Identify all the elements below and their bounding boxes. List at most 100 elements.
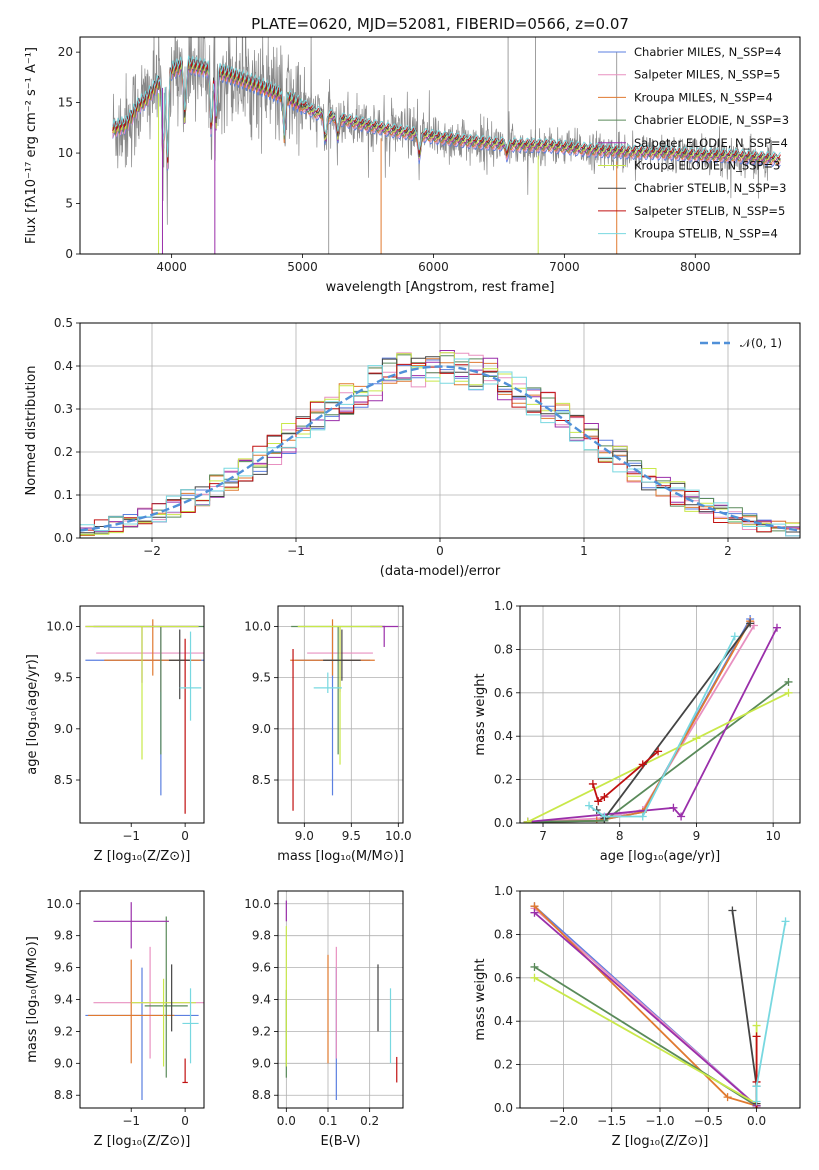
panel-spectrum: 4000 5000 6000 7000 8000 0 5 10 15 20 wavelength […: [24, 36, 801, 295]
mass-weight-marker: [530, 908, 539, 917]
errorbar-point: [179, 631, 202, 721]
errorbar-point: [291, 625, 386, 755]
y-tick-label: 9.4: [252, 993, 271, 1007]
panel-residuals: −2 −1 0 1 2 0.0 0.1 0.2 0.3 0.4 0.5 (data-model)/er…: [24, 316, 801, 579]
errorbar-point: [144, 916, 188, 1078]
legend-entry: Chabrier STELIB, N_SSP=3: [634, 181, 786, 195]
mass-weight-marker: [746, 619, 755, 628]
mass-weight-line-chabrier-stelib: [731, 910, 758, 1104]
x-tick-label: 8000: [680, 260, 711, 274]
errorbar-point: [85, 967, 199, 1101]
x-tick-label: 0.0: [747, 1114, 766, 1128]
x-tick-label: 9: [693, 829, 701, 843]
x-tick-label: 2: [724, 544, 732, 558]
mass-weight-marker: [638, 760, 647, 769]
plot-area: [285, 900, 398, 1101]
x-tick-label: 9.0: [295, 829, 314, 843]
mass-weight-line-salpeter-elodie: [533, 912, 758, 1107]
x-tick-label: 10.0: [385, 829, 412, 843]
y-tick-label: 0.4: [494, 1014, 513, 1028]
mass-weight-marker: [594, 797, 603, 806]
panel-age_vs_mass: 9.0 9.5 10.0 8.5 9.0 9.5 10.0 mass [log₁₀(M/M⊙)…: [244, 605, 412, 864]
y-axis-label: Flux [fλ10⁻¹⁷ erg cm⁻² s⁻¹ A⁻¹]: [24, 47, 39, 244]
plot-area: [80, 350, 800, 537]
y-tick-label: 0.8: [494, 642, 513, 656]
y-tick-label: 0.8: [494, 927, 513, 941]
mass-weight-marker: [530, 973, 539, 982]
y-tick-label: 10: [58, 146, 73, 160]
plot-area: [85, 902, 204, 1101]
x-axis-label: Z [log₁₀(Z/Z⊙)]: [94, 849, 191, 864]
x-tick-label: −1.5: [597, 1114, 626, 1128]
x-tick-label: 9.5: [342, 829, 361, 843]
y-tick-label: 9.4: [54, 993, 73, 1007]
mass-weight-marker: [752, 1032, 761, 1041]
mass-weight-marker: [752, 1082, 761, 1091]
mass-weight-marker: [600, 812, 609, 821]
mass-weight-line-kroupa-miles: [527, 620, 751, 823]
y-tick-label: 9.6: [252, 961, 271, 975]
y-tick-label: 9.0: [252, 1056, 271, 1070]
y-tick-label: 5: [65, 197, 73, 211]
errorbar-point: [88, 959, 175, 1064]
x-tick-label: 0.1: [318, 1114, 337, 1128]
y-tick-label: 9.5: [54, 671, 73, 685]
y-tick-label: 9.5: [252, 671, 271, 685]
x-axis-label: wavelength [Angstrom, rest frame]: [326, 280, 555, 295]
axes-frame: [519, 605, 801, 824]
model-spectrum-salpeter-elodie: [112, 61, 781, 163]
y-axis-label: mass [log₁₀(M/M⊙)]: [25, 936, 40, 1063]
y-tick-label: 8.5: [54, 773, 73, 787]
x-axis-label: Z [log₁₀(Z/Z⊙)]: [612, 1134, 709, 1149]
errorbar-point: [168, 629, 191, 700]
mass-weight-marker: [692, 734, 701, 743]
legend: 𝒩(0, 1): [700, 336, 782, 350]
axes-frame: [519, 890, 801, 1109]
normal-curve: [80, 365, 800, 532]
x-axis-label: age [log₁₀(age/yr)]: [600, 849, 721, 864]
x-tick-label: 1: [580, 544, 588, 558]
errorbar-point: [93, 625, 204, 755]
mass-weight-marker: [730, 632, 739, 641]
mass-weight-marker: [600, 792, 609, 801]
x-tick-label: 5000: [287, 260, 318, 274]
legend-entry: Chabrier MILES, N_SSP=4: [634, 45, 781, 59]
legend-entry: Kroupa STELIB, N_SSP=4: [634, 227, 778, 241]
errorbar-point: [131, 978, 196, 1067]
x-tick-label: 10: [766, 829, 781, 843]
errorbar-point: [313, 672, 342, 694]
y-tick-label: 0.6: [494, 686, 513, 700]
axes-frame: [79, 322, 801, 539]
y-tick-label: 0.2: [54, 445, 73, 459]
errorbar-point: [297, 625, 383, 765]
legend-entry: Kroupa ELODIE, N_SSP=3: [634, 159, 780, 173]
y-tick-label: 10.0: [46, 619, 73, 633]
y-tick-label: 9.0: [252, 722, 271, 736]
y-tick-label: 1.0: [494, 884, 513, 898]
plot-area: [523, 615, 793, 823]
x-tick-label: 0: [436, 544, 444, 558]
y-axis-label: Normed distribution: [24, 366, 39, 496]
x-tick-label: 6000: [418, 260, 449, 274]
y-tick-label: 0.2: [494, 1058, 513, 1072]
plot-area: [112, 37, 781, 254]
legend: Chabrier MILES, N_SSP=4 Salpeter MILES, N…: [598, 45, 789, 241]
x-tick-label: 7: [539, 829, 547, 843]
y-tick-label: 9.6: [54, 961, 73, 975]
errorbar-point: [85, 625, 199, 760]
y-tick-label: 9.0: [54, 1056, 73, 1070]
errorbar-point: [290, 619, 375, 676]
y-tick-label: 8.5: [252, 773, 271, 787]
y-tick-label: 9.0: [54, 722, 73, 736]
y-tick-label: 1.0: [494, 599, 513, 613]
x-tick-label: 0.0: [277, 1114, 296, 1128]
legend-entry: Kroupa MILES, N_SSP=4: [634, 90, 773, 104]
y-tick-label: 0.1: [54, 488, 73, 502]
axes-frame: [79, 890, 205, 1109]
mass-weight-line-salpeter-miles: [527, 625, 755, 823]
mass-weight-marker: [781, 917, 790, 926]
x-tick-label: −0.5: [694, 1114, 723, 1128]
y-tick-label: 0.3: [54, 402, 73, 416]
y-tick-label: 9.2: [54, 1024, 73, 1038]
